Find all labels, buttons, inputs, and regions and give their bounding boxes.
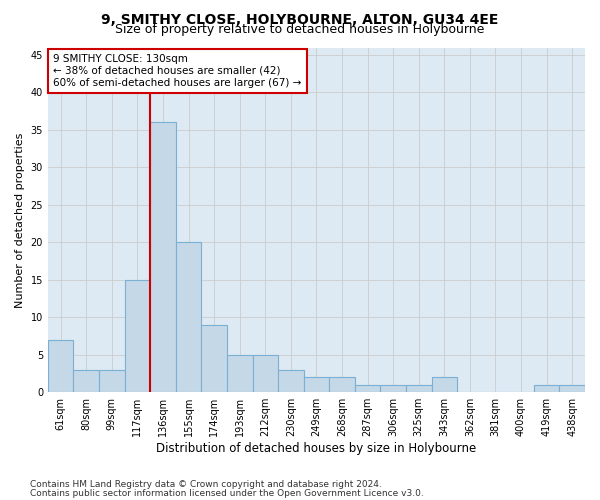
Bar bbox=[329, 377, 355, 392]
Text: Contains public sector information licensed under the Open Government Licence v3: Contains public sector information licen… bbox=[30, 488, 424, 498]
Bar bbox=[73, 370, 99, 392]
Bar bbox=[227, 354, 253, 392]
Bar bbox=[99, 370, 125, 392]
Y-axis label: Number of detached properties: Number of detached properties bbox=[15, 132, 25, 308]
Bar bbox=[559, 384, 585, 392]
Bar bbox=[253, 354, 278, 392]
Bar bbox=[48, 340, 73, 392]
Text: 9, SMITHY CLOSE, HOLYBOURNE, ALTON, GU34 4EE: 9, SMITHY CLOSE, HOLYBOURNE, ALTON, GU34… bbox=[101, 12, 499, 26]
Text: 9 SMITHY CLOSE: 130sqm
← 38% of detached houses are smaller (42)
60% of semi-det: 9 SMITHY CLOSE: 130sqm ← 38% of detached… bbox=[53, 54, 302, 88]
Bar bbox=[150, 122, 176, 392]
Bar bbox=[431, 377, 457, 392]
Bar bbox=[278, 370, 304, 392]
Bar bbox=[176, 242, 202, 392]
Text: Contains HM Land Registry data © Crown copyright and database right 2024.: Contains HM Land Registry data © Crown c… bbox=[30, 480, 382, 489]
Bar bbox=[202, 325, 227, 392]
Bar bbox=[380, 384, 406, 392]
Bar bbox=[125, 280, 150, 392]
Text: Size of property relative to detached houses in Holybourne: Size of property relative to detached ho… bbox=[115, 22, 485, 36]
Bar bbox=[355, 384, 380, 392]
Bar bbox=[304, 377, 329, 392]
Bar bbox=[406, 384, 431, 392]
Bar bbox=[534, 384, 559, 392]
X-axis label: Distribution of detached houses by size in Holybourne: Distribution of detached houses by size … bbox=[157, 442, 476, 455]
